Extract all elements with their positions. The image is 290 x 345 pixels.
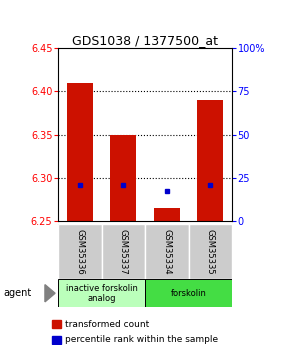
Text: forskolin: forskolin (171, 289, 206, 298)
Text: GSM35336: GSM35336 (75, 229, 84, 275)
Bar (67, 83, 93, 221)
FancyBboxPatch shape (58, 224, 102, 279)
Bar (197, 100, 223, 221)
FancyBboxPatch shape (58, 279, 145, 307)
Polygon shape (52, 336, 61, 344)
Polygon shape (52, 320, 61, 328)
Text: GSM35337: GSM35337 (119, 229, 128, 275)
Text: percentile rank within the sample: percentile rank within the sample (65, 335, 218, 344)
FancyBboxPatch shape (102, 224, 145, 279)
FancyBboxPatch shape (188, 224, 232, 279)
FancyBboxPatch shape (145, 279, 232, 307)
Polygon shape (45, 285, 55, 302)
Bar (154, 208, 180, 221)
FancyBboxPatch shape (145, 224, 188, 279)
Text: inactive forskolin
analog: inactive forskolin analog (66, 284, 137, 303)
Text: agent: agent (3, 288, 31, 298)
Text: GSM35334: GSM35334 (162, 229, 171, 275)
Text: transformed count: transformed count (65, 320, 150, 329)
Bar (110, 135, 136, 221)
Title: GDS1038 / 1377500_at: GDS1038 / 1377500_at (72, 34, 218, 47)
Text: GSM35335: GSM35335 (206, 229, 215, 275)
